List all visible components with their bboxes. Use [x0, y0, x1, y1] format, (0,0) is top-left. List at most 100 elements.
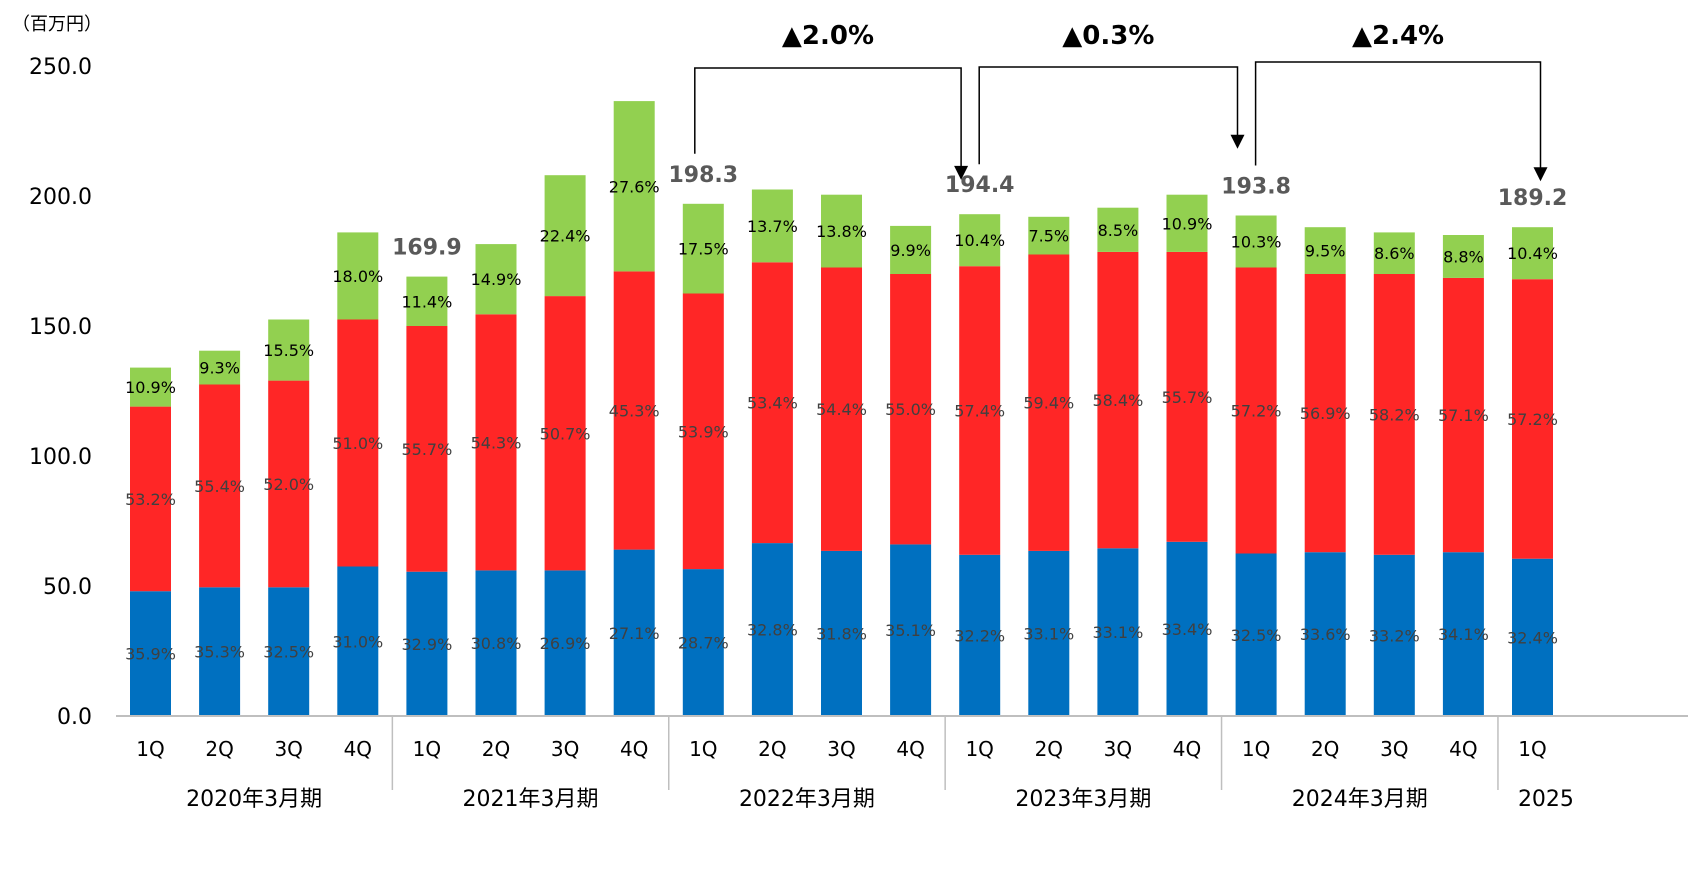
- bar-segment-2: [199, 350, 241, 385]
- bar-segment-0: [1166, 541, 1208, 716]
- total-label: 169.9: [392, 236, 462, 261]
- bar-segment-1: [475, 314, 517, 571]
- segment-label: 14.9%: [471, 270, 522, 289]
- bar-segment-0: [1235, 553, 1277, 716]
- segment-label: 50.7%: [540, 424, 591, 443]
- quarter-label: 1Q: [965, 737, 993, 761]
- segment-label: 55.4%: [194, 477, 245, 496]
- bar-segment-2: [1235, 215, 1277, 268]
- change-bracket: [694, 67, 962, 168]
- bar-segment-1: [1235, 267, 1277, 554]
- segment-label: 15.5%: [263, 341, 314, 360]
- bar-segment-0: [1373, 554, 1415, 716]
- bar-segment-0: [1442, 552, 1484, 716]
- bar-segment-1: [1028, 254, 1070, 551]
- bar-segment-2: [1304, 227, 1346, 274]
- y-tick-label: 150.0: [29, 315, 92, 340]
- segment-label: 53.9%: [678, 422, 729, 441]
- segment-label: 32.4%: [1507, 628, 1558, 647]
- bar-segment-2: [1097, 207, 1139, 252]
- bar-segment-0: [959, 554, 1001, 716]
- segment-label: 59.4%: [1023, 394, 1074, 413]
- segment-label: 57.4%: [954, 402, 1005, 421]
- quarter-label: 3Q: [1104, 737, 1132, 761]
- bar-segment-2: [130, 367, 171, 407]
- bar-segment-0: [475, 570, 517, 716]
- bar-segment-2: [1373, 232, 1415, 274]
- bar-segment-0: [1028, 550, 1070, 716]
- segment-label: 10.9%: [1162, 214, 1213, 233]
- bar-segment-0: [1304, 552, 1346, 716]
- segment-label: 32.2%: [954, 626, 1005, 645]
- bar-segment-1: [890, 274, 932, 545]
- bar-segment-1: [613, 271, 655, 550]
- segment-label: 31.0%: [332, 632, 383, 651]
- year-group-label: 2020年3月期: [186, 787, 322, 812]
- year-group-label: 2024年3月期: [1292, 787, 1428, 812]
- y-tick-label: 0.0: [57, 705, 92, 730]
- bar-segment-0: [130, 591, 171, 716]
- segment-label: 33.6%: [1300, 625, 1351, 644]
- segment-label: 9.5%: [1305, 242, 1346, 261]
- bar-segment-0: [890, 544, 932, 716]
- bar-segment-1: [1166, 251, 1208, 542]
- segment-label: 11.4%: [401, 292, 452, 311]
- quarter-label: 3Q: [274, 737, 302, 761]
- bar-segment-1: [1304, 274, 1346, 553]
- change-bracket: [978, 66, 1239, 165]
- segment-label: 34.1%: [1438, 625, 1489, 644]
- bar-segment-1: [821, 267, 862, 551]
- quarter-label: 3Q: [551, 737, 579, 761]
- total-label: 194.4: [945, 173, 1015, 198]
- totals-layer: 169.9 198.3 194.4 193.8 189.2: [392, 163, 1567, 261]
- bar-segment-2: [337, 232, 379, 320]
- bar-segment-2: [1028, 216, 1070, 255]
- segment-label: 58.4%: [1092, 391, 1143, 410]
- bar-segment-0: [544, 570, 586, 716]
- change-label: ▲2.0%: [782, 21, 874, 51]
- quarter-label: 3Q: [1380, 737, 1408, 761]
- change-label: ▲0.3%: [1062, 21, 1154, 51]
- segment-label: 10.4%: [1507, 244, 1558, 263]
- bar-segment-1: [751, 262, 793, 544]
- bar-segment-0: [1512, 558, 1553, 716]
- year-group-label: 2025: [1518, 787, 1574, 812]
- segment-label: 58.2%: [1369, 405, 1420, 424]
- segment-label: 32.8%: [747, 621, 798, 640]
- quarter-label: 1Q: [689, 737, 717, 761]
- segment-label: 10.9%: [125, 378, 176, 397]
- year-group-label: 2022年3月期: [739, 787, 875, 812]
- bar-segment-2: [682, 203, 724, 294]
- bar-segment-1: [1442, 277, 1484, 553]
- segment-label: 32.9%: [401, 635, 452, 654]
- segment-label: 52.0%: [263, 475, 314, 494]
- total-label: 189.2: [1498, 186, 1568, 211]
- change-label: ▲2.4%: [1352, 21, 1444, 51]
- quarter-label: 4Q: [896, 737, 924, 761]
- segment-label: 31.8%: [816, 624, 867, 643]
- segment-label: 26.9%: [540, 634, 591, 653]
- y-axis: （百万円） 0.0 50.0 100.0 150.0 200.0 250.0: [12, 14, 102, 730]
- segment-label: 35.9%: [125, 645, 176, 664]
- bar-segment-2: [268, 319, 310, 381]
- bar-segment-2: [544, 175, 586, 297]
- total-label: 198.3: [669, 163, 739, 188]
- bar-segment-0: [199, 587, 241, 716]
- y-tick-label: 100.0: [29, 445, 92, 470]
- segment-label: 35.1%: [885, 621, 936, 640]
- segment-label: 33.2%: [1369, 626, 1420, 645]
- segment-label: 13.7%: [747, 217, 798, 236]
- bar-segment-0: [268, 587, 310, 716]
- quarter-label: 4Q: [1449, 737, 1477, 761]
- bar-segment-0: [337, 566, 379, 716]
- segment-label: 53.2%: [125, 490, 176, 509]
- segment-label: 9.3%: [199, 359, 240, 378]
- segment-label: 27.1%: [609, 624, 660, 643]
- bar-segment-2: [1166, 194, 1208, 252]
- segment-label: 55.0%: [885, 400, 936, 419]
- bar-segment-0: [406, 571, 448, 716]
- segment-label: 17.5%: [678, 240, 729, 259]
- year-group-label: 2021年3月期: [463, 787, 599, 812]
- segment-label: 22.4%: [540, 227, 591, 246]
